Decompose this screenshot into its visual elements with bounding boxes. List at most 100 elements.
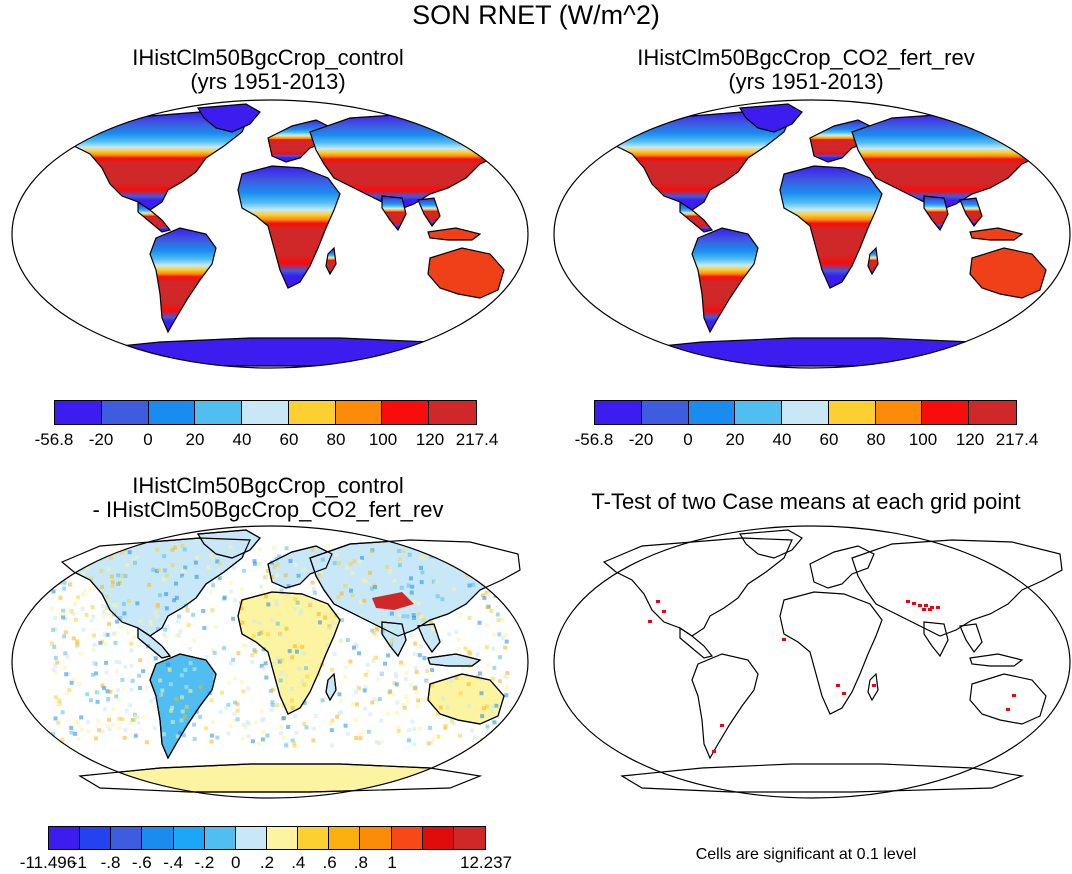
land-greenland: [738, 103, 803, 133]
figure-title: SON RNET (W/m^2): [412, 0, 660, 30]
map-control: [11, 99, 529, 369]
map-ttest: [553, 525, 1071, 799]
colorbar-diff-swatch: [173, 827, 205, 849]
colorbar-co2-swatch: [782, 401, 829, 424]
colorbar-diff-tick-label: -.2: [194, 853, 215, 872]
colorbar-co2-swatch: [595, 401, 642, 424]
colorbar-control-tick-label: 20: [185, 430, 205, 449]
colorbar-control: [54, 400, 477, 425]
colorbar-diff-swatch: [391, 827, 423, 849]
colorbar-co2-labels: -56.8 -20 0 20 40 60 80 100 120 217.4: [575, 430, 1039, 450]
land-seAsia: [417, 197, 441, 228]
land-india: [923, 195, 949, 232]
colorbar-diff-tick-label: .6: [322, 853, 337, 872]
outline-centralAmerica: [679, 626, 714, 659]
panel-title-ttest: T-Test of two Case means at each grid po…: [591, 489, 1021, 514]
colorbar-co2-tick-label: -56.8: [574, 430, 614, 449]
colorbar-diff-swatch: [142, 827, 174, 849]
colorbar-control-tick-label: 120: [415, 430, 445, 449]
panel-title-co2-line2: (yrs 1951-2013): [728, 69, 884, 94]
land-indonesia: [969, 227, 1024, 241]
colorbar-control-tick-label: 60: [279, 430, 299, 449]
land-africa: [779, 165, 883, 289]
land-australia: [427, 247, 505, 299]
panel-title-control-line2: (yrs 1951-2013): [190, 69, 346, 94]
colorbar-control-tick-label: -56.8: [34, 430, 74, 449]
colorbar-control-swatch: [101, 401, 149, 424]
colorbar-control-labels: -56.8 -20 0 20 40 60 80 100 120 217.4: [35, 430, 499, 450]
colorbar-diff: [48, 826, 486, 850]
panel-title-diff-line1: IHistClm50BgcCrop_control: [132, 473, 404, 498]
colorbar-diff-tick-label: .4: [291, 853, 306, 872]
colorbar-diff-tick-label: .2: [259, 853, 275, 872]
colorbar-co2-swatch: [688, 401, 736, 424]
colorbar-co2-tick-label: 100: [908, 430, 938, 449]
colorbar-co2-swatch: [922, 401, 970, 424]
panel-title-control: IHistClm50BgcCrop_control (yrs 1951-2013…: [0, 46, 536, 94]
outline-antarctica: [620, 763, 1025, 793]
outline-madagascar: [867, 672, 879, 702]
colorbar-diff-tick-label: -.8: [100, 853, 121, 872]
land-india: [381, 195, 407, 232]
colorbar-control-tick-label: 217.4: [455, 430, 499, 449]
colorbar-diff-swatch: [49, 827, 81, 849]
colorbar-control-swatch: [195, 401, 243, 424]
outline-northAmerica: [602, 537, 793, 637]
colorbar-co2-tick-label: 80: [866, 430, 886, 449]
colorbar-co2-swatch: [735, 401, 783, 424]
colorbar-diff-swatch: [329, 827, 361, 849]
land-indonesia: [427, 227, 482, 241]
colorbar-control-tick-label: 100: [368, 430, 398, 449]
land-africa: [237, 165, 341, 289]
colorbar-diff-swatch: [266, 827, 299, 849]
colorbar-diff-tick-label: -.6: [131, 853, 152, 872]
colorbar-control-swatch: [242, 401, 289, 424]
colorbar-diff-tick-label: -.4: [163, 853, 184, 872]
colorbar-co2-swatch: [828, 401, 876, 424]
colorbar-diff-swatch: [111, 827, 143, 849]
land-centralAmerica: [679, 200, 714, 233]
colorbar-diff-swatch: [80, 827, 112, 849]
map-co2: [553, 99, 1071, 369]
land-seAsia: [959, 197, 983, 228]
colorbar-co2-swatch: [641, 401, 689, 424]
significance-note: Cells are significant at 0.1 level: [695, 846, 917, 863]
land-southAmerica: [149, 227, 217, 334]
colorbar-control-swatch: [382, 401, 430, 424]
colorbar-control-swatch: [335, 401, 383, 424]
diff-hotspot: [372, 592, 414, 610]
colorbar-control-swatch: [288, 401, 336, 424]
colorbar-control-tick-label: 0: [143, 430, 153, 449]
outline-southAmerica: [691, 653, 759, 760]
colorbar-diff-swatch: [298, 827, 330, 849]
colorbar-diff-swatch: [204, 827, 236, 849]
outline-greenland: [738, 529, 803, 559]
colorbar-co2-tick-label: 40: [772, 430, 792, 449]
panel-title-control-line1: IHistClm50BgcCrop_control: [132, 45, 404, 70]
colorbar-co2-tick-label: 217.4: [995, 430, 1039, 449]
panel-title-diff-line2: - IHistClm50BgcCrop_CO2_fert_rev: [92, 497, 444, 522]
land-centralAmerica: [137, 200, 172, 233]
land-antarctica: [620, 337, 1025, 367]
map-border: [11, 99, 529, 369]
colorbar-co2-tick-label: 0: [683, 430, 693, 449]
colorbar-co2-tick-label: 60: [819, 430, 839, 449]
colorbar-diff-tick-label: -11.496: [19, 853, 77, 872]
colorbar-co2-swatch: [875, 401, 923, 424]
colorbar-co2: [594, 400, 1017, 425]
panel-title-co2-line1: IHistClm50BgcCrop_CO2_fert_rev: [637, 45, 975, 70]
colorbar-co2-tick-label: 20: [725, 430, 745, 449]
outline-indonesia: [969, 653, 1024, 667]
panel-title-diff: IHistClm50BgcCrop_control - IHistClm50Bg…: [0, 474, 536, 522]
outline-asia: [851, 539, 1063, 637]
land-madagascar: [867, 246, 879, 276]
outline-europe: [809, 545, 875, 589]
outline-india: [923, 621, 949, 658]
land-southAmerica: [149, 653, 217, 760]
land-antarctica: [78, 337, 483, 367]
colorbar-control-swatch: [55, 401, 102, 424]
colorbar-co2-tick-label: -20: [628, 430, 654, 449]
colorbar-diff-swatch: [360, 827, 392, 849]
map-border: [553, 99, 1071, 369]
colorbar-co2-swatch: [969, 401, 1016, 424]
